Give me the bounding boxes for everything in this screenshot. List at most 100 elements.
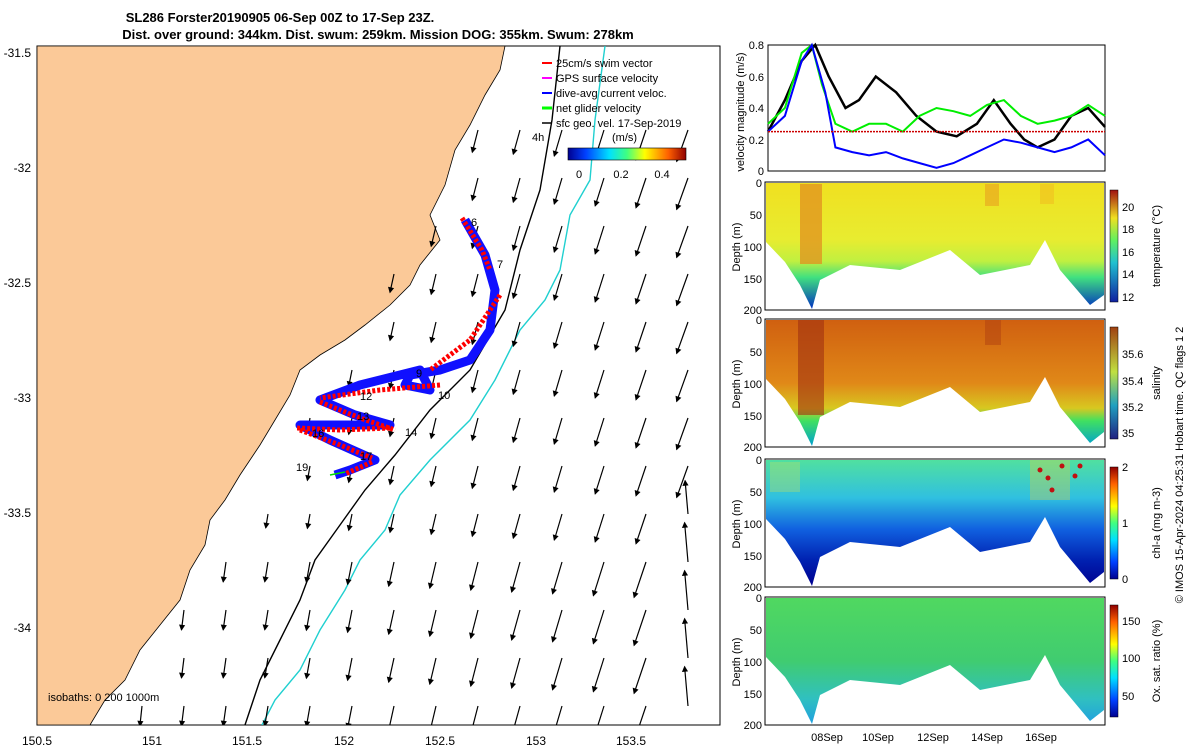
current-arrow-head — [634, 441, 641, 449]
current-arrow-head — [591, 637, 598, 645]
current-arrow-head — [675, 251, 682, 259]
current-arrow-head — [634, 489, 641, 497]
velocity-yticks: 0.8 0.6 0.4 0.2 0 — [749, 40, 764, 178]
current-arrow-head — [675, 395, 682, 403]
current-arrow-head — [346, 476, 353, 484]
temperature-cbar-tick: 20 — [1122, 202, 1134, 214]
current-arrow-head — [675, 443, 682, 451]
current-arrow-head — [552, 150, 559, 158]
oxygen-cbar-tick: 100 — [1122, 653, 1140, 665]
current-arrow-head — [429, 480, 436, 488]
current-arrow-head — [427, 582, 434, 590]
current-arrow-head — [470, 146, 477, 154]
legend-swim-vector: 25cm/s swim vector — [556, 58, 653, 70]
current-arrow-head — [675, 491, 682, 499]
depth-tick: 200 — [744, 442, 762, 454]
current-arrow-head — [304, 720, 311, 725]
chlorophyll-colorbar — [1109, 466, 1119, 580]
current-arrow-head — [551, 684, 557, 691]
temperature-clabel: temperature (°C) — [1151, 205, 1163, 287]
current-arrow-head — [345, 674, 352, 682]
current-arrow-head — [386, 676, 393, 684]
date-tick: 12Sep — [917, 732, 949, 744]
land-area — [37, 46, 506, 725]
current-arrow-head — [470, 530, 477, 538]
current-arrow — [552, 609, 563, 642]
current-arrow-head — [593, 392, 600, 399]
map-legend: 25cm/s swim vector GPS surface velocity … — [532, 58, 687, 181]
depth-tick: 200 — [744, 720, 762, 732]
current-arrow — [592, 561, 605, 596]
depth-tick: 0 — [756, 455, 762, 467]
current-arrow-head — [681, 569, 689, 576]
current-arrow-head — [634, 297, 641, 305]
day-label-13: 13 — [357, 411, 369, 423]
current-arrow — [635, 321, 647, 352]
lat-tick: -33 — [14, 391, 32, 405]
oxygen-ylabel: Depth (m) — [731, 638, 743, 687]
velocity-panel: velocity magnitude (m/s) 0.8 0.6 0.4 0.2… — [735, 40, 1106, 178]
copyright-note: © IMOS 15-Apr-2024 04:25:31 Hobart time.… — [1174, 327, 1186, 604]
chlorophyll-clabel: chl-a (mg m-3) — [1151, 487, 1163, 559]
depth-tick: 50 — [750, 487, 762, 499]
colorbar-tick-0.4: 0.4 — [654, 169, 669, 181]
current-arrow-head — [304, 624, 311, 632]
colorbar-tick-0.2: 0.2 — [613, 169, 628, 181]
title-line-1: SL286 Forster20190905 06-Sep 00Z to 17-S… — [126, 10, 435, 25]
current-arrow-head — [262, 720, 269, 725]
glider-track — [295, 216, 503, 480]
current-arrow-head — [262, 624, 269, 631]
current-arrow-head — [429, 727, 433, 732]
current-arrow-head — [388, 430, 395, 438]
current-arrow — [676, 177, 689, 210]
temperature-panel: 20 18 16 14 12 temperature (°C) Depth (m… — [731, 178, 1163, 317]
current-arrow-head — [552, 438, 559, 446]
current-arrow-head — [593, 248, 600, 255]
salinity-high-band — [798, 320, 824, 415]
vel-ytick: 0.2 — [749, 135, 764, 147]
current-arrow-head — [388, 526, 395, 534]
current-arrow-head — [511, 340, 518, 348]
current-arrow-head — [305, 522, 312, 530]
current-arrow-head — [552, 198, 559, 206]
velocity-lines — [766, 42, 1106, 169]
lon-tick: 150.5 — [22, 734, 52, 748]
temperature-field — [766, 183, 1104, 309]
current-arrow-head — [179, 624, 186, 631]
oxygen-clabel: Ox. sat. ratio (%) — [1151, 620, 1163, 703]
oxygen-field — [766, 598, 1104, 724]
day-label-10: 10 — [438, 390, 450, 402]
current-arrow — [592, 609, 605, 644]
temperature-cbar-tick: 12 — [1122, 292, 1134, 304]
map-lon-ticks: 150.5 151 151.5 152 152.5 153 153.5 — [22, 734, 646, 748]
depth-tick: 100 — [744, 379, 762, 391]
current-arrow-head — [511, 731, 515, 736]
isobath-label: isobaths: 0 200 1000m — [48, 692, 159, 704]
current-arrow-head — [220, 576, 227, 583]
current-arrow-head — [632, 591, 639, 599]
current-arrow-head — [427, 630, 434, 638]
depth-tick: 0 — [756, 593, 762, 605]
current-arrow-head — [511, 244, 518, 252]
current-arrow-head — [386, 724, 389, 725]
legend-sfc-geo-vel: sfc geo. vel. 17-Sep-2019 — [556, 118, 681, 130]
current-arrow-head — [634, 393, 641, 401]
current-arrow-head — [632, 687, 639, 695]
velocity-series-2 — [767, 42, 1106, 169]
current-arrow-head — [470, 290, 477, 298]
current-arrow — [684, 666, 689, 707]
temperature-cbar-tick: 16 — [1122, 247, 1134, 259]
current-arrow-head — [510, 682, 517, 689]
current-arrow-head — [510, 634, 517, 641]
current-arrow-head — [511, 532, 518, 540]
day-label-12: 12 — [360, 391, 372, 403]
depth-tick: 100 — [744, 657, 762, 669]
current-arrow-head — [511, 292, 518, 300]
current-arrow-head — [345, 722, 352, 725]
depth-tick: 50 — [750, 347, 762, 359]
current-arrow-head — [345, 578, 352, 586]
salinity-field — [766, 320, 1104, 446]
current-arrow-head — [551, 636, 557, 643]
current-arrow-head — [220, 624, 227, 631]
current-arrow-head — [675, 203, 682, 211]
